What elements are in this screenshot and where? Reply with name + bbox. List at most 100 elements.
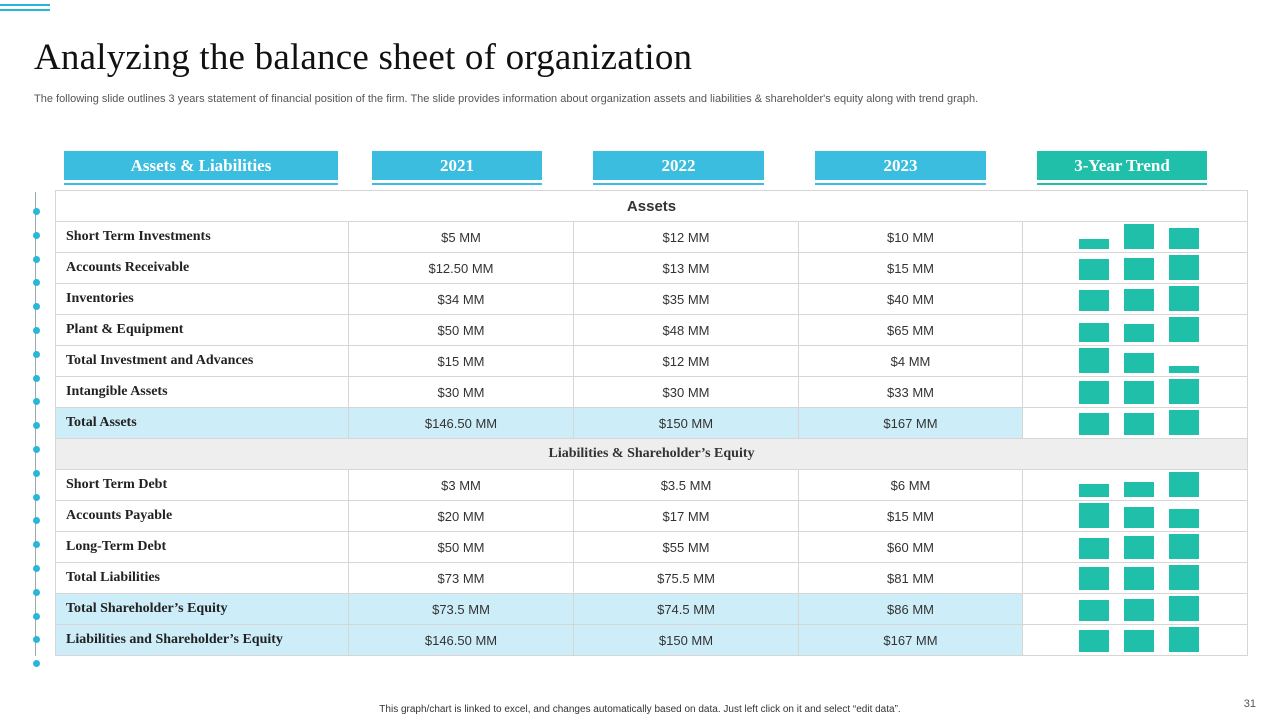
trend-mini-chart xyxy=(1079,503,1201,528)
header-2023: 2023 xyxy=(815,151,986,183)
section-title-assets: Assets xyxy=(54,190,1249,222)
value-2021: $146.50 MM xyxy=(348,407,574,439)
trend-cell xyxy=(1021,283,1249,315)
table-row: Inventories $34 MM $35 MM $40 MM xyxy=(55,283,1249,315)
value-2022: $12 MM xyxy=(573,221,799,253)
trend-mini-chart xyxy=(1079,317,1201,342)
timeline-dot xyxy=(33,422,40,430)
value-2023: $65 MM xyxy=(798,314,1023,346)
row-label: Inventories xyxy=(55,283,349,315)
table-row: Liabilities and Shareholder’s Equity $146… xyxy=(55,624,1249,656)
table-row: Short Term Debt $3 MM $3.5 MM $6 MM xyxy=(55,469,1249,501)
trend-cell xyxy=(1021,314,1249,346)
timeline-dot xyxy=(33,469,40,477)
trend-bar xyxy=(1169,410,1199,435)
header-3-year-trend: 3-Year Trend xyxy=(1037,151,1207,183)
trend-bar xyxy=(1124,507,1154,528)
value-2023: $10 MM xyxy=(798,221,1023,253)
value-2022: $75.5 MM xyxy=(573,562,799,594)
timeline-dot xyxy=(33,398,40,406)
value-2021: $73.5 MM xyxy=(348,593,574,625)
trend-mini-chart xyxy=(1079,627,1201,652)
trend-mini-chart xyxy=(1079,410,1201,435)
trend-mini-chart xyxy=(1079,255,1201,280)
value-2023: $86 MM xyxy=(798,593,1023,625)
trend-bar xyxy=(1124,482,1154,497)
trend-cell xyxy=(1021,376,1249,408)
trend-bar xyxy=(1124,599,1154,621)
value-2022: $74.5 MM xyxy=(573,593,799,625)
trend-mini-chart xyxy=(1079,534,1201,559)
trend-bar xyxy=(1169,509,1199,528)
trend-bar xyxy=(1124,630,1154,652)
value-2022: $13 MM xyxy=(573,252,799,284)
trend-bar xyxy=(1124,381,1154,404)
trend-bar xyxy=(1079,630,1109,652)
header-assets-liabilities: Assets & Liabilities xyxy=(64,151,338,183)
header-2022: 2022 xyxy=(593,151,764,183)
value-2021: $146.50 MM xyxy=(348,624,574,656)
footer-note: This graph/chart is linked to excel, and… xyxy=(379,704,901,715)
row-label: Plant & Equipment xyxy=(55,314,349,346)
trend-cell xyxy=(1021,345,1249,377)
trend-bar xyxy=(1079,503,1109,528)
timeline-dot xyxy=(33,660,40,668)
page-subtitle: The following slide outlines 3 years sta… xyxy=(34,93,979,105)
value-2023: $4 MM xyxy=(798,345,1023,377)
header-2021: 2021 xyxy=(372,151,542,183)
section-row-liabilities: Liabilities & Shareholder’s Equity xyxy=(54,438,1249,470)
value-2022: $55 MM xyxy=(573,531,799,563)
row-label: Long-Term Debt xyxy=(55,531,349,563)
timeline-dot xyxy=(33,327,40,334)
value-2022: $30 MM xyxy=(573,376,799,408)
value-2022: $150 MM xyxy=(573,624,799,656)
trend-bar xyxy=(1169,596,1199,621)
trend-bar xyxy=(1169,366,1199,373)
trend-cell xyxy=(1021,593,1249,625)
trend-bar xyxy=(1124,353,1154,373)
page-title: Analyzing the balance sheet of organizat… xyxy=(34,37,693,78)
balance-sheet-table: Assets Short Term Investments $5 MM $12 MM… xyxy=(54,190,1249,656)
trend-bar xyxy=(1124,324,1154,342)
trend-mini-chart xyxy=(1079,472,1201,497)
value-2021: $12.50 MM xyxy=(348,252,574,284)
value-2022: $17 MM xyxy=(573,500,799,532)
value-2021: $15 MM xyxy=(348,345,574,377)
trend-bar xyxy=(1124,289,1154,311)
trend-bar xyxy=(1169,534,1199,559)
value-2023: $15 MM xyxy=(798,252,1023,284)
table-row: Plant & Equipment $50 MM $48 MM $65 MM xyxy=(55,314,1249,346)
row-label: Total Assets xyxy=(55,407,349,439)
trend-bar xyxy=(1079,413,1109,435)
trend-bar xyxy=(1169,286,1199,311)
table-row: Accounts Receivable $12.50 MM $13 MM $15 MM xyxy=(55,252,1249,284)
trend-bar xyxy=(1169,472,1199,497)
trend-cell xyxy=(1021,407,1249,439)
table-row: Short Term Investments $5 MM $12 MM $10 MM xyxy=(55,221,1249,253)
value-2021: $50 MM xyxy=(348,314,574,346)
trend-mini-chart xyxy=(1079,596,1201,621)
table-row: Long-Term Debt $50 MM $55 MM $60 MM xyxy=(55,531,1249,563)
timeline-dot xyxy=(33,541,40,549)
value-2023: $167 MM xyxy=(798,407,1023,439)
timeline-dot xyxy=(33,303,40,311)
timeline-dot xyxy=(33,493,40,501)
row-label: Liabilities and Shareholder’s Equity xyxy=(55,624,349,656)
timeline-dot xyxy=(33,636,40,644)
timeline-dot xyxy=(33,517,40,525)
row-label: Accounts Payable xyxy=(55,500,349,532)
row-label: Short Term Investments xyxy=(55,221,349,253)
value-2023: $33 MM xyxy=(798,376,1023,408)
trend-bar xyxy=(1079,323,1109,342)
value-2022: $12 MM xyxy=(573,345,799,377)
trend-bar xyxy=(1079,484,1109,497)
value-2023: $40 MM xyxy=(798,283,1023,315)
corner-decoration xyxy=(0,4,50,14)
value-2022: $48 MM xyxy=(573,314,799,346)
trend-bar xyxy=(1079,381,1109,404)
page-number: 31 xyxy=(1243,698,1256,710)
row-label: Total Investment and Advances xyxy=(55,345,349,377)
table-row: Total Shareholder’s Equity $73.5 MM $74.5 … xyxy=(55,593,1249,625)
value-2021: $3 MM xyxy=(348,469,574,501)
trend-cell xyxy=(1021,221,1249,253)
